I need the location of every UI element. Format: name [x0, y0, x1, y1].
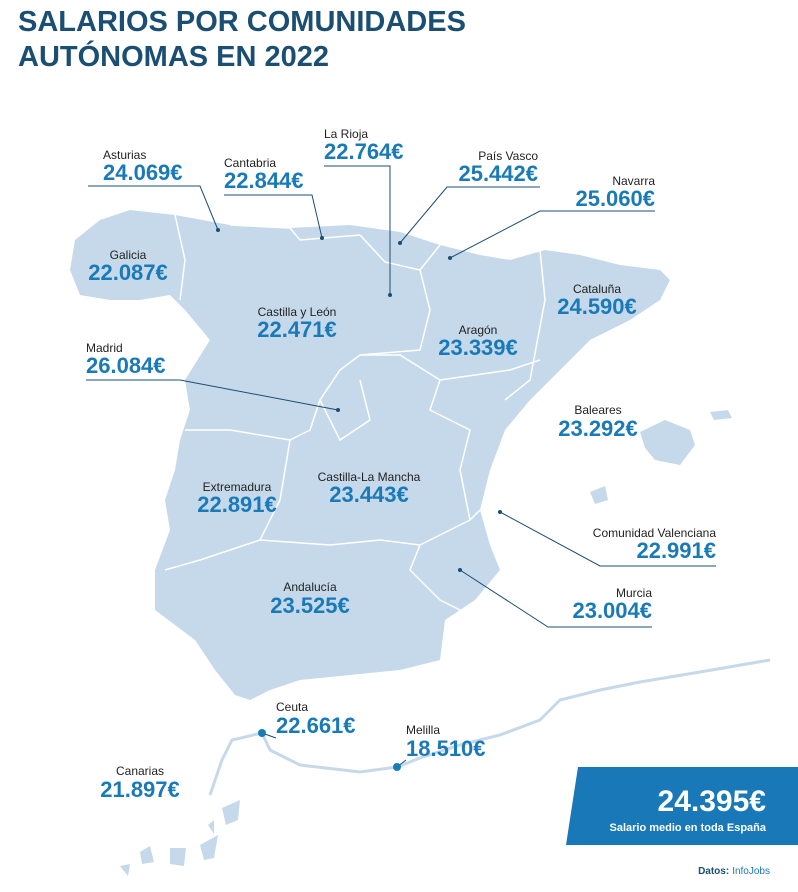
location-dot — [320, 236, 324, 240]
region-salary: 22.891€ — [197, 492, 277, 517]
average-label: Salario medio en toda España — [610, 822, 767, 834]
map — [70, 210, 771, 876]
location-dot — [388, 293, 392, 297]
region-salary: 22.844€ — [224, 168, 304, 193]
region-name: Castilla y León — [258, 305, 337, 319]
leader-line — [449, 210, 655, 259]
leader-line — [86, 379, 339, 411]
canarias-islands — [120, 800, 240, 876]
location-dot — [258, 729, 266, 737]
title-line: AUTÓNOMAS EN 2022 — [18, 39, 329, 73]
region-name: Madrid — [86, 341, 123, 355]
region-salary: 22.087€ — [88, 260, 168, 285]
source: Datos: InfoJobs — [698, 866, 770, 877]
title-line: SALARIOS POR COMUNIDADES — [18, 6, 466, 38]
region-name: Castilla-La Mancha — [318, 470, 421, 484]
region-salary: 23.443€ — [329, 482, 409, 507]
region-borders — [164, 214, 546, 611]
region-salary: 23.004€ — [572, 598, 652, 623]
region-salary: 23.292€ — [558, 416, 638, 441]
region-name: Cantabria — [224, 156, 276, 170]
region-salary: 22.661€ — [276, 713, 356, 738]
average-box — [566, 767, 798, 845]
location-dot — [216, 228, 220, 232]
ibiza — [590, 486, 608, 504]
region-salary: 22.991€ — [636, 538, 716, 563]
region-salary: 23.525€ — [270, 593, 350, 618]
region-name: Cataluña — [573, 282, 621, 296]
region-salary: 24.069€ — [103, 160, 183, 185]
region-name: Murcia — [616, 586, 652, 600]
leader-line — [224, 194, 323, 239]
location-dot — [398, 241, 402, 245]
region-name: Ceuta — [276, 700, 308, 714]
leader-line — [499, 511, 716, 567]
region-name: País Vasco — [478, 149, 538, 163]
region-name: Canarias — [116, 764, 164, 778]
region-salary: 21.897€ — [100, 777, 180, 802]
leader-line — [399, 186, 540, 244]
average-salary: 24.395€ — [658, 785, 767, 818]
region-salary: 23.339€ — [438, 335, 518, 360]
region-salary: 24.590€ — [557, 294, 637, 319]
source-label: Datos: — [698, 866, 729, 877]
region-name: Melilla — [406, 723, 440, 737]
mallorca — [640, 420, 695, 465]
leader-line — [324, 165, 391, 295]
location-dot — [336, 408, 340, 412]
leader-line — [459, 569, 652, 628]
region-name: Baleares — [574, 403, 621, 417]
region-name: Extremadura — [203, 480, 272, 494]
region-salary: 26.084€ — [86, 353, 166, 378]
region-name: Comunidad Valenciana — [593, 526, 717, 540]
region-salary: 22.471€ — [257, 317, 337, 342]
location-dot — [448, 256, 452, 260]
region-name: Aragón — [459, 323, 498, 337]
location-dot — [393, 763, 401, 771]
location-dot — [498, 510, 502, 514]
region-name: Asturias — [103, 148, 146, 162]
region-name: Navarra — [612, 174, 655, 188]
source-name: InfoJobs — [732, 866, 770, 877]
region-salary: 25.060€ — [575, 186, 655, 211]
region-salary: 18.510€ — [406, 736, 486, 761]
africa-coast — [208, 658, 771, 796]
region-salary: 22.764€ — [324, 139, 404, 164]
menorca — [710, 410, 732, 420]
location-dot — [458, 568, 462, 572]
region-name: La Rioja — [324, 127, 368, 141]
spain-mainland — [70, 210, 670, 700]
region-salary: 25.442€ — [458, 161, 538, 186]
region-name: Andalucía — [283, 580, 337, 594]
region-name: Galicia — [110, 248, 147, 262]
leader-line — [88, 185, 219, 231]
